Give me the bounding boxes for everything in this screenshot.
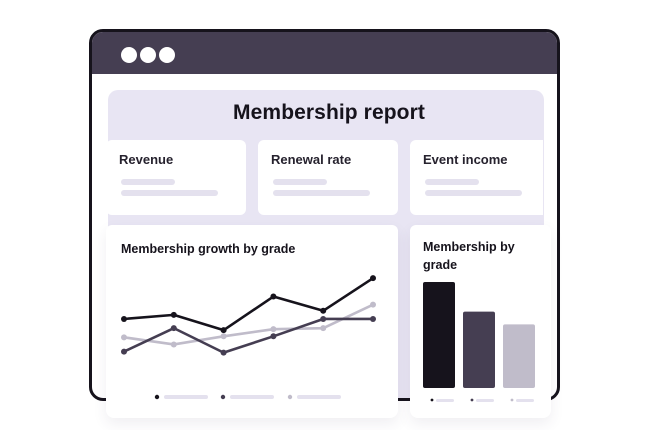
legend-marker <box>430 398 434 402</box>
legend-marker <box>287 394 293 400</box>
legend-marker <box>220 394 226 400</box>
data-point <box>370 275 376 282</box>
data-point <box>320 325 327 332</box>
placeholder-line <box>121 190 218 196</box>
data-point <box>370 301 376 308</box>
bar-chart-card[interactable]: Membership by grade <box>410 225 551 418</box>
bar <box>463 311 495 388</box>
legend-placeholder <box>436 399 454 402</box>
data-point <box>320 307 327 314</box>
data-point <box>220 327 227 334</box>
window-dot-icon[interactable] <box>140 47 156 63</box>
data-point <box>220 349 227 356</box>
data-point <box>320 315 327 322</box>
data-point <box>121 348 127 355</box>
kpi-label: Event income <box>423 152 508 167</box>
data-point <box>270 333 277 340</box>
legend-placeholder <box>516 399 534 402</box>
legend-placeholder <box>230 395 274 399</box>
kpi-label: Revenue <box>119 152 174 167</box>
series-line <box>122 303 375 346</box>
series-line <box>122 317 375 354</box>
bar <box>503 324 535 388</box>
placeholder-line <box>425 190 522 196</box>
data-point <box>121 334 127 341</box>
data-point <box>220 333 227 340</box>
kpi-card-revenue[interactable]: Revenue <box>106 140 246 215</box>
line-chart <box>121 275 376 400</box>
data-point <box>270 293 277 300</box>
legend-placeholder <box>164 395 208 399</box>
kpi-card-event-income[interactable]: Event income <box>410 140 543 215</box>
bar-chart <box>423 282 535 402</box>
kpi-card-renewal-rate[interactable]: Renewal rate <box>258 140 398 215</box>
data-point <box>170 325 177 332</box>
window-dot-icon[interactable] <box>159 47 175 63</box>
chart-title: Membership by grade <box>423 240 515 272</box>
legend-placeholder <box>476 399 494 402</box>
kpi-label: Renewal rate <box>271 152 352 167</box>
data-point <box>121 315 127 322</box>
page-title: Membership report <box>233 101 425 124</box>
window-titlebar <box>92 32 557 74</box>
data-point <box>270 326 277 333</box>
placeholder-line <box>273 179 327 185</box>
placeholder-line <box>273 190 370 196</box>
window-dot-icon[interactable] <box>121 47 137 63</box>
placeholder-line <box>425 179 479 185</box>
bar <box>423 282 455 388</box>
legend-marker <box>154 394 160 400</box>
chart-title: Membership growth by grade <box>121 242 296 256</box>
legend-marker <box>510 398 514 402</box>
data-point <box>370 315 376 322</box>
line-chart-card[interactable]: Membership growth by grade <box>106 225 398 418</box>
series-line <box>122 276 375 332</box>
data-point <box>170 341 177 348</box>
legend-marker <box>470 398 474 402</box>
placeholder-line <box>121 179 175 185</box>
legend-placeholder <box>297 395 341 399</box>
data-point <box>170 311 177 318</box>
